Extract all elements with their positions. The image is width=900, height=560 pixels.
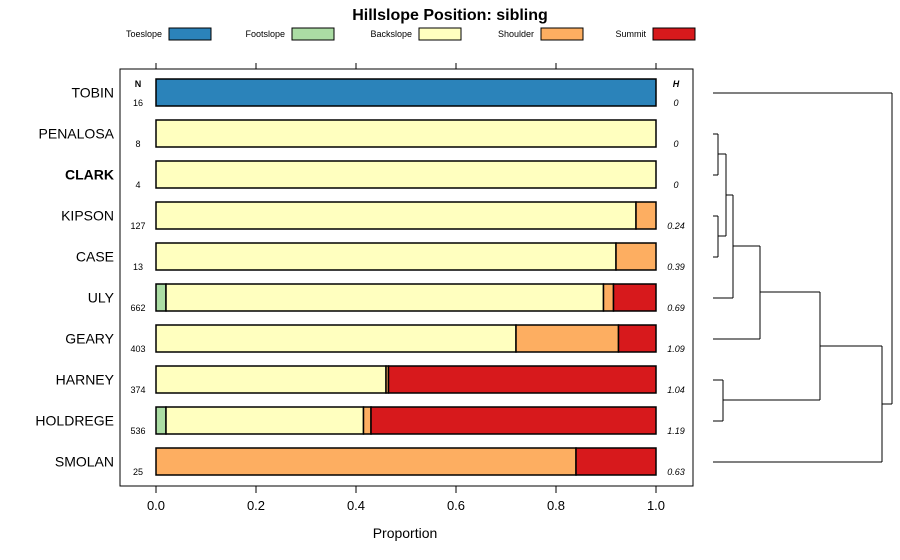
bar-segment-harney-backslope <box>155 365 387 394</box>
h-value-kipson: 0.24 <box>667 221 685 231</box>
row-case: CASE 13 0.39 <box>76 242 685 272</box>
legend: Toeslope Footslope Backslope Shoulder Summit <box>126 27 696 41</box>
row-uly: ULY 662 0.69 <box>88 283 685 313</box>
top-axis-ticks <box>155 63 657 69</box>
legend-label-shoulder: Shoulder <box>498 29 534 39</box>
legend-label-backslope: Backslope <box>370 29 412 39</box>
h-value-penalosa: 0 <box>673 139 678 149</box>
bar-rows: TOBIN 16 0 PENALOSA 8 0 CLARK 4 0 KIPSON 127 0.24 CA… <box>35 78 685 477</box>
plot-panel <box>119 68 694 487</box>
x-tick-label-0: 0.0 <box>147 498 165 513</box>
n-value-holdrege: 536 <box>130 426 145 436</box>
legend-label-summit: Summit <box>615 29 646 39</box>
h-value-holdrege: 1.19 <box>667 426 685 436</box>
dendrogram <box>713 92 893 463</box>
row-label-penalosa: PENALOSA <box>39 126 115 142</box>
row-label-kipson: KIPSON <box>61 208 114 224</box>
bar-segment-case-shoulder <box>615 242 657 271</box>
legend-label-toeslope: Toeslope <box>126 29 162 39</box>
bar-segment-holdrege-backslope <box>165 406 365 435</box>
n-value-tobin: 16 <box>133 98 143 108</box>
x-tick-label-3: 0.6 <box>447 498 465 513</box>
row-label-holdrege: HOLDREGE <box>35 413 114 429</box>
bar-segment-holdrege-footslope <box>155 406 167 435</box>
h-value-tobin: 0 <box>673 98 678 108</box>
row-label-smolan: SMOLAN <box>55 454 114 470</box>
row-harney: HARNEY 374 1.04 <box>56 365 685 395</box>
row-clark: CLARK 4 0 <box>65 160 679 190</box>
x-tick-label-5: 1.0 <box>647 498 665 513</box>
x-tick-label-1: 0.2 <box>247 498 265 513</box>
n-value-kipson: 127 <box>130 221 145 231</box>
row-label-clark: CLARK <box>65 167 114 183</box>
legend-swatch-backslope <box>418 27 462 41</box>
legend-swatch-toeslope <box>168 27 212 41</box>
x-tick-label-2: 0.4 <box>347 498 365 513</box>
n-value-penalosa: 8 <box>135 139 140 149</box>
row-kipson: KIPSON 127 0.24 <box>61 201 685 231</box>
row-label-geary: GEARY <box>65 331 114 347</box>
legend-swatch-shoulder <box>540 27 584 41</box>
row-label-case: CASE <box>76 249 114 265</box>
h-value-harney: 1.04 <box>667 385 685 395</box>
bar-segment-uly-footslope <box>155 283 167 312</box>
row-tobin: TOBIN 16 0 <box>71 78 679 108</box>
n-value-geary: 403 <box>130 344 145 354</box>
row-smolan: SMOLAN 25 0.63 <box>55 447 685 477</box>
bar-segment-uly-shoulder <box>602 283 615 312</box>
legend-label-footslope: Footslope <box>245 29 285 39</box>
x-axis: 0.0 0.2 0.4 0.6 0.8 1.0 <box>147 486 665 513</box>
bar-segment-geary-backslope <box>155 324 517 353</box>
n-value-harney: 374 <box>130 385 145 395</box>
n-value-smolan: 25 <box>133 467 143 477</box>
row-label-uly: ULY <box>88 290 115 306</box>
chart-title: Hillslope Position: sibling <box>352 7 548 24</box>
row-label-tobin: TOBIN <box>71 85 114 101</box>
n-column-header: N <box>135 79 142 89</box>
n-value-uly: 662 <box>130 303 145 313</box>
bar-segment-smolan-summit <box>575 447 657 476</box>
bar-segment-kipson-backslope <box>155 201 637 230</box>
legend-swatch-footslope <box>291 27 335 41</box>
h-value-case: 0.39 <box>667 262 685 272</box>
h-value-uly: 0.69 <box>667 303 685 313</box>
bar-segment-clark-backslope <box>155 160 657 189</box>
x-axis-label: Proportion <box>373 525 438 541</box>
bar-segment-holdrege-summit <box>370 406 657 435</box>
bar-segment-geary-shoulder <box>515 324 620 353</box>
bar-segment-uly-summit <box>612 283 657 312</box>
row-holdrege: HOLDREGE 536 1.19 <box>35 406 685 436</box>
bar-segment-geary-summit <box>617 324 657 353</box>
x-tick-label-4: 0.8 <box>547 498 565 513</box>
h-value-geary: 1.09 <box>667 344 685 354</box>
row-penalosa: PENALOSA 8 0 <box>39 119 679 149</box>
bar-segment-holdrege-shoulder <box>362 406 372 435</box>
bar-segment-case-backslope <box>155 242 617 271</box>
bar-segment-smolan-shoulder <box>155 447 577 476</box>
h-column-header: H <box>673 79 680 89</box>
bar-segment-harney-summit <box>387 365 657 394</box>
bar-segment-kipson-shoulder <box>635 201 657 230</box>
dendrogram-branches <box>713 92 893 463</box>
bar-segment-uly-backslope <box>165 283 605 312</box>
n-value-case: 13 <box>133 262 143 272</box>
n-value-clark: 4 <box>135 180 140 190</box>
bar-segment-penalosa-backslope <box>155 119 657 148</box>
legend-swatch-summit <box>652 27 696 41</box>
h-value-smolan: 0.63 <box>667 467 685 477</box>
h-value-clark: 0 <box>673 180 678 190</box>
row-label-harney: HARNEY <box>56 372 115 388</box>
bar-segment-tobin-toeslope <box>155 78 657 107</box>
row-geary: GEARY 403 1.09 <box>65 324 685 354</box>
